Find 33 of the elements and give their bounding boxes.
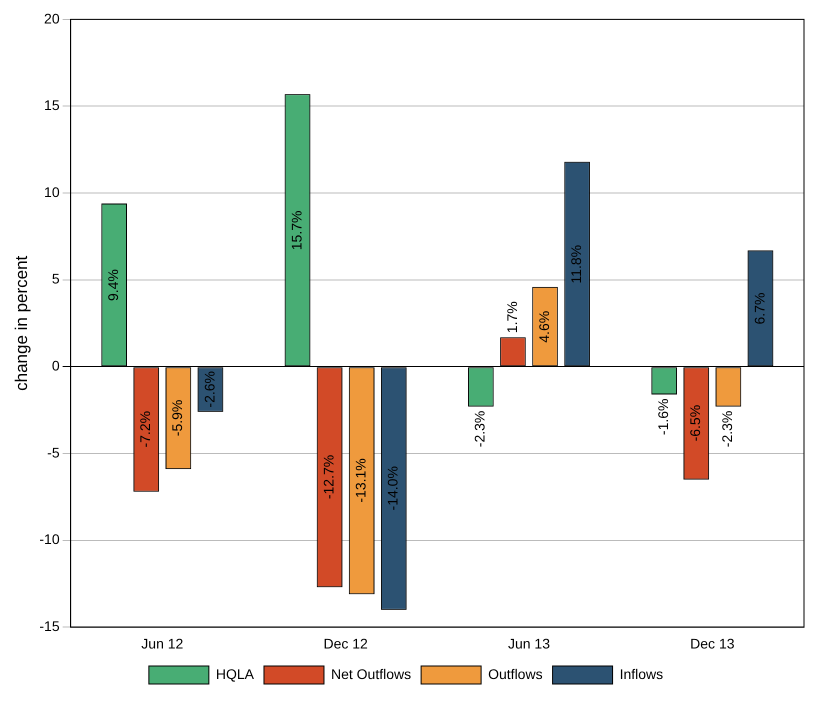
x-tick-label: Jun 12 xyxy=(141,635,184,652)
y-axis-title: change in percent xyxy=(12,255,31,391)
y-tick-label: -5 xyxy=(47,444,60,460)
x-tick-label: Dec 13 xyxy=(690,635,735,652)
y-tick-label: 5 xyxy=(52,270,60,287)
legend-label: Net Outflows xyxy=(330,666,412,682)
data-label: -1.6% xyxy=(655,398,672,436)
legend-label: HQLA xyxy=(216,666,255,682)
y-tick-label: 10 xyxy=(44,184,60,200)
data-label: -7.2% xyxy=(137,410,154,448)
data-label: 6.7% xyxy=(751,292,768,324)
x-tick-label: Jun 13 xyxy=(508,635,550,652)
data-label: 11.8% xyxy=(568,244,584,284)
legend-label: Outflows xyxy=(488,666,543,682)
data-label: -2.3% xyxy=(472,410,488,448)
data-label: -5.9% xyxy=(169,400,186,436)
y-tick-label: 0 xyxy=(52,358,60,374)
data-label: 9.4% xyxy=(105,269,122,302)
x-tick-label: Dec 12 xyxy=(323,635,368,652)
data-label: -12.7% xyxy=(320,454,336,500)
data-label: -6.5% xyxy=(687,404,704,442)
legend-label: Inflows xyxy=(620,666,664,682)
data-label: -2.3% xyxy=(719,410,736,448)
data-label: 4.6% xyxy=(536,310,552,343)
data-label: -2.6% xyxy=(201,371,218,408)
data-label: -14.0% xyxy=(384,466,401,510)
y-tick-label: 15 xyxy=(44,97,60,114)
y-tick-label: 20 xyxy=(44,10,60,26)
y-tick-label: -15 xyxy=(39,618,60,634)
data-label: 15.7% xyxy=(288,210,304,250)
data-label: 1.7% xyxy=(504,301,520,334)
data-label: -13.1% xyxy=(352,458,369,503)
y-tick-label: -10 xyxy=(39,531,60,548)
